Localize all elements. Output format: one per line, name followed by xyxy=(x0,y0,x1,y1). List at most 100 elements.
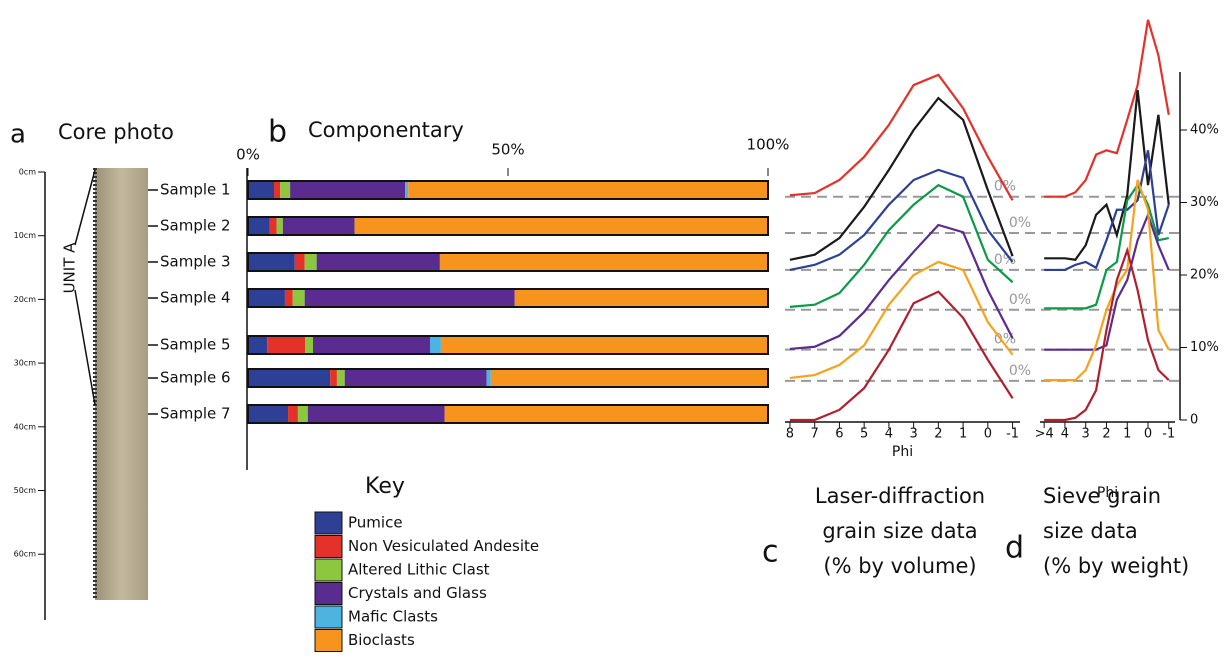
legend-swatch xyxy=(314,629,343,652)
panel-label: b xyxy=(268,115,287,150)
panel-title: grain size data xyxy=(822,519,977,543)
bar-segment xyxy=(248,369,331,387)
bar-segment xyxy=(297,405,308,423)
x-tick-label: 100% xyxy=(747,136,790,154)
bar-segment xyxy=(405,181,409,199)
bar-segment xyxy=(304,289,515,307)
bar-segment xyxy=(336,369,345,387)
bar-segment xyxy=(276,217,283,235)
bar-outline xyxy=(247,335,769,355)
y-tick-label: Sample 1 xyxy=(160,181,231,199)
legend-label: Crystals and Glass xyxy=(348,584,487,602)
panel-title: (% by weight) xyxy=(1043,554,1189,578)
bar-segment xyxy=(307,405,445,423)
line xyxy=(789,223,1014,351)
x-tick-label: 0 xyxy=(1144,427,1152,442)
bar-segment xyxy=(439,253,768,271)
line xyxy=(789,183,1014,308)
bar-segment xyxy=(316,253,440,271)
x-tick-label: 8 xyxy=(786,427,794,442)
x-tick-label: 2 xyxy=(934,427,942,442)
line xyxy=(1044,246,1170,422)
legend-label: Altered Lithic Clast xyxy=(348,561,490,579)
x-tick-label: 2 xyxy=(1102,427,1110,442)
legend-label: Mafic Clasts xyxy=(348,608,438,626)
bar-outline xyxy=(247,180,769,200)
y-tick-label: 20% xyxy=(1190,268,1219,283)
x-axis-label: Phi xyxy=(1097,485,1118,501)
baseline-label: 0% xyxy=(1009,215,1031,231)
depth-tick-label: 20cm xyxy=(14,295,37,304)
x-tick-label: 5 xyxy=(860,427,868,442)
x-tick-label: 4 xyxy=(885,427,893,442)
y-tick-label: Sample 3 xyxy=(160,253,231,271)
legend-title: Key xyxy=(365,474,405,499)
x-tick-label: 3 xyxy=(1082,427,1090,442)
depth-tick-label: 60cm xyxy=(14,550,37,559)
bar-segment xyxy=(486,369,491,387)
panel-title: (% by volume) xyxy=(823,554,976,578)
panel-label: a xyxy=(10,120,26,150)
bar-segment xyxy=(440,336,768,354)
bar-segment xyxy=(280,181,291,199)
bar-segment xyxy=(284,289,293,307)
line xyxy=(789,73,1014,201)
panel-label: c xyxy=(762,535,779,570)
y-tick-label: 10% xyxy=(1190,340,1219,355)
bar-segment xyxy=(354,217,768,235)
legend-label: Bioclasts xyxy=(348,631,415,649)
bar-segment xyxy=(248,253,295,271)
line xyxy=(1044,182,1169,310)
legend-swatch xyxy=(314,605,343,629)
line xyxy=(789,290,1014,422)
x-tick-label: 0% xyxy=(236,146,260,164)
panel-title: Laser-diffraction xyxy=(815,484,985,508)
bar-segment xyxy=(305,336,313,354)
bar-segment xyxy=(330,369,337,387)
x-tick-label: >4 xyxy=(1035,427,1054,442)
bar-segment xyxy=(313,336,430,354)
baseline-label: 0% xyxy=(994,252,1016,268)
bar-outline xyxy=(247,252,769,272)
bar-segment xyxy=(292,289,305,307)
baseline-label: 0% xyxy=(1009,292,1031,308)
bar-segment xyxy=(304,253,317,271)
x-tick-label: 1 xyxy=(1123,427,1131,442)
legend-label: Non Vesiculated Andesite xyxy=(348,537,539,555)
x-tick-label: 50% xyxy=(491,141,524,159)
panel-title: Core photo xyxy=(58,120,174,144)
depth-tick-label: 40cm xyxy=(14,422,37,431)
legend-swatch xyxy=(314,582,343,605)
bar-segment xyxy=(344,369,487,387)
legend-swatch xyxy=(314,535,343,558)
bar-segment xyxy=(288,405,298,423)
legend-label: Pumice xyxy=(348,514,403,532)
x-tick-label: 0 xyxy=(984,427,992,442)
x-tick-label: -1 xyxy=(1006,427,1019,442)
bar-outline xyxy=(247,368,769,388)
x-tick-label: 4 xyxy=(1061,427,1069,442)
bar-segment xyxy=(248,181,274,199)
line xyxy=(789,96,1014,261)
depth-tick-label: 30cm xyxy=(14,359,37,368)
depth-tick-label: 50cm xyxy=(14,486,37,495)
bar-segment xyxy=(248,336,268,354)
panel-title: size data xyxy=(1043,519,1138,543)
panel-title: Componentary xyxy=(308,118,464,142)
line xyxy=(1044,179,1170,382)
y-tick-label: 40% xyxy=(1190,123,1219,138)
y-tick-label: Sample 4 xyxy=(160,289,231,307)
x-tick-label: 7 xyxy=(811,427,819,442)
bar-segment xyxy=(248,289,285,307)
depth-tick-label: 10cm xyxy=(14,231,37,240)
line xyxy=(1044,150,1170,272)
bar-segment xyxy=(248,217,270,235)
bar-segment xyxy=(267,336,306,354)
unit-bracket xyxy=(74,289,96,406)
core-photo xyxy=(95,168,148,600)
panel-label: d xyxy=(1005,531,1024,566)
bar-segment xyxy=(444,405,768,423)
bar-segment xyxy=(248,405,289,423)
baseline-label: 0% xyxy=(1009,363,1031,379)
